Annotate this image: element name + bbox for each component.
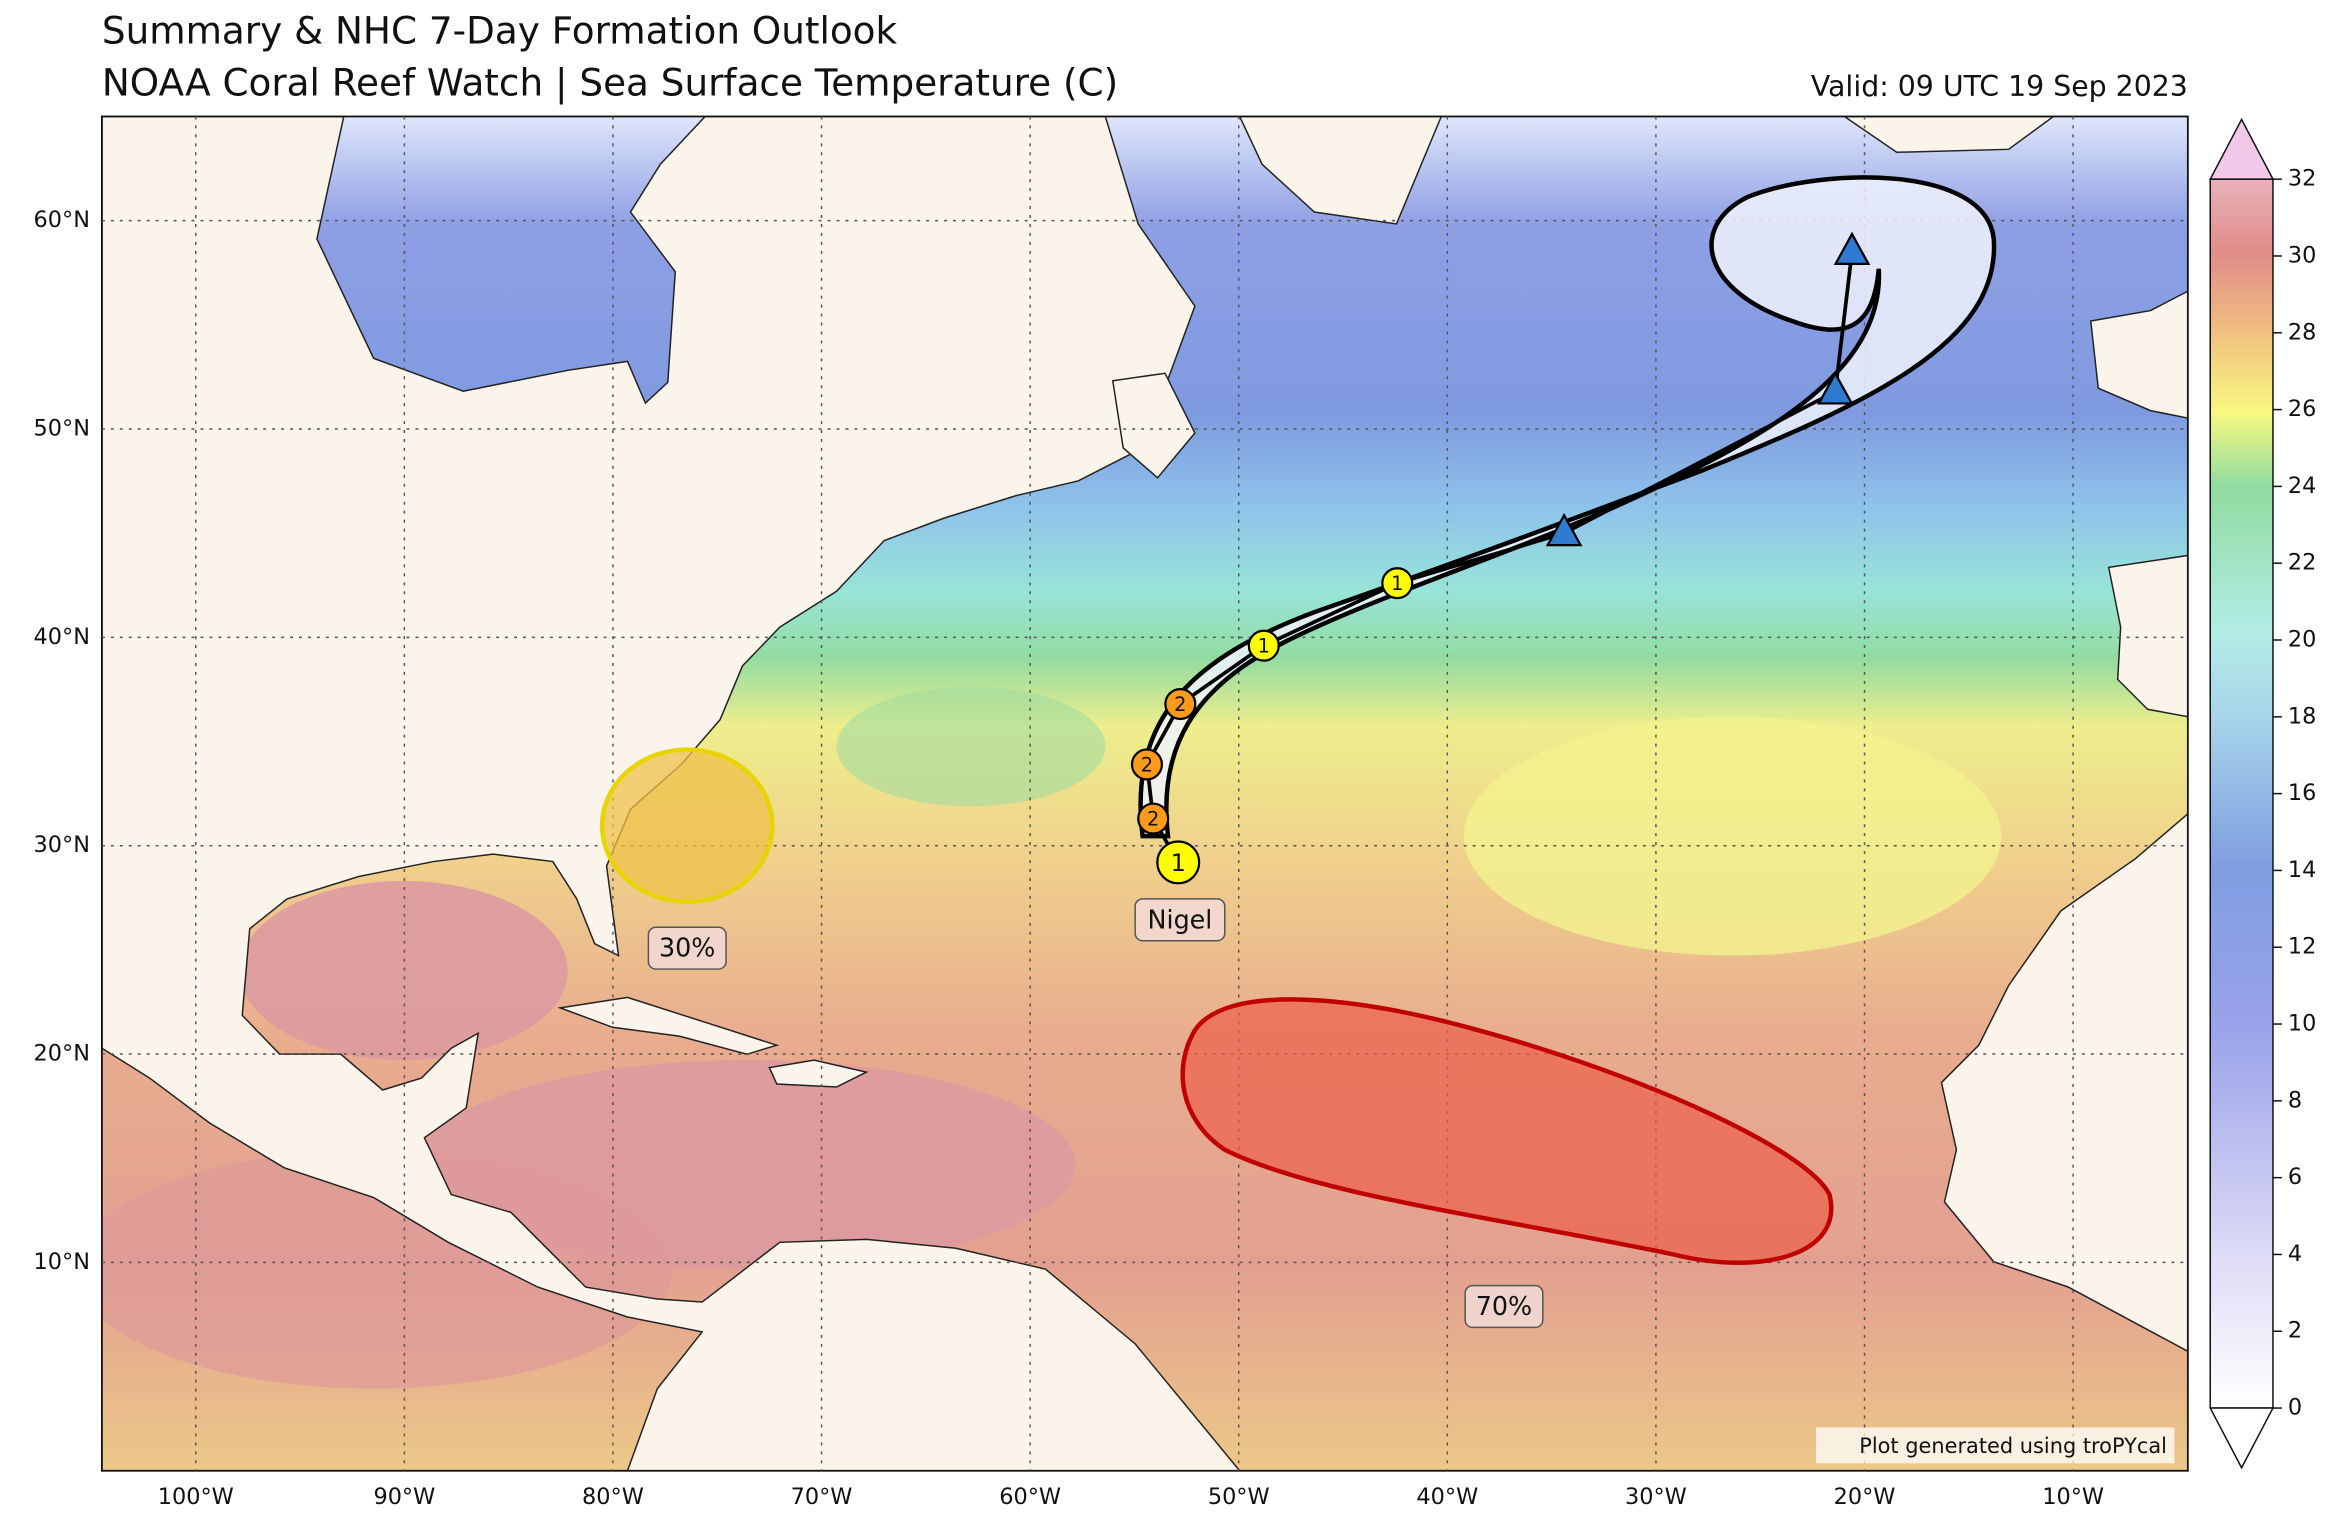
track-point: [1833, 231, 1871, 265]
y-tick-label: 30°N: [34, 832, 90, 858]
track-point: [1545, 512, 1583, 547]
colorbar-tick-label: 20: [2288, 627, 2316, 653]
y-tick-label: 20°N: [34, 1041, 90, 1067]
colorbar-tick-label: 0: [2288, 1395, 2302, 1421]
outlook-area-70: [1180, 997, 1834, 1266]
colorbar-tick-label: 4: [2288, 1241, 2302, 1267]
colorbar-tick-label: 8: [2288, 1087, 2302, 1113]
track-point: [1164, 687, 1197, 721]
x-tick-label: 100°W: [158, 1484, 234, 1510]
label-box: [647, 926, 727, 970]
outlook-label: 30%: [659, 933, 715, 963]
label-box: [1464, 1284, 1544, 1329]
track-point: [1247, 629, 1280, 662]
iceland: [1843, 116, 2055, 154]
colorbar-tick-label: 26: [2288, 396, 2316, 422]
cuba: [557, 996, 780, 1055]
credit-box: [1816, 1427, 2175, 1464]
north-america: [101, 116, 1241, 1471]
forecast-cone: [1138, 175, 1997, 839]
title: Summary & NHC 7-Day Formation Outlook: [102, 8, 898, 52]
y-tick-label: 60°N: [34, 207, 90, 233]
newfoundland: [1111, 372, 1196, 479]
track-point: [1137, 802, 1170, 835]
colorbar-extend-min: [2209, 1407, 2275, 1470]
subtitle: NOAA Coral Reef Watch | Sea Surface Temp…: [102, 61, 1118, 105]
y-tick-label: 10°N: [34, 1249, 90, 1275]
map-frame: [100, 115, 2189, 1472]
outlook-label: 70%: [1476, 1291, 1532, 1321]
intensity-label: 1: [1391, 572, 1403, 595]
colorbar-extend-max: [2209, 117, 2275, 180]
y-tick-label: 50°N: [34, 415, 90, 441]
british-isles: [2089, 290, 2188, 419]
track-point: [1130, 748, 1164, 781]
y-tick-label: 40°N: [34, 624, 90, 650]
x-tick-label: 70°W: [791, 1484, 853, 1510]
intensity-label: 1: [1258, 635, 1270, 658]
intensity-label: 2: [1141, 753, 1153, 776]
africa: [1940, 812, 2188, 1353]
colorbar-tick-label: 2: [2288, 1318, 2302, 1344]
colorbar-tick-label: 24: [2288, 473, 2316, 499]
valid-time: Valid: 09 UTC 19 Sep 2023: [1811, 70, 2188, 103]
x-tick-label: 90°W: [373, 1484, 435, 1510]
x-tick-label: 20°W: [1834, 1484, 1896, 1510]
colorbar-scale: [2209, 178, 2274, 1409]
label-box: [1134, 898, 1226, 942]
x-tick-label: 30°W: [1625, 1484, 1687, 1510]
colorbar-tick-label: 18: [2288, 703, 2316, 729]
intensity-label: 1: [1171, 849, 1186, 877]
colorbar-tick-label: 22: [2288, 550, 2316, 576]
colorbar-tick-label: 28: [2288, 319, 2316, 345]
greenland: [1238, 116, 1443, 225]
intensity-label: 2: [1174, 693, 1186, 716]
track-point: [1381, 567, 1414, 600]
intensity-label: 2: [1147, 808, 1159, 831]
colorbar-tick-label: 12: [2288, 934, 2316, 960]
x-tick-label: 80°W: [582, 1484, 644, 1510]
outlook-area-30: [599, 747, 775, 905]
x-tick-label: 60°W: [999, 1484, 1061, 1510]
x-tick-label: 50°W: [1208, 1484, 1270, 1510]
colorbar-tick-label: 32: [2288, 166, 2316, 192]
track-point: [1817, 371, 1854, 405]
colorbar-tick-label: 30: [2288, 242, 2316, 268]
storm-name: Nigel: [1148, 904, 1213, 934]
colorbar-tick-label: 6: [2288, 1164, 2302, 1190]
colorbar-tick-label: 14: [2288, 857, 2316, 883]
track-point: [1156, 840, 1201, 885]
hispaniola: [768, 1059, 869, 1088]
colorbar-tick-label: 10: [2288, 1011, 2316, 1037]
x-tick-label: 10°W: [2042, 1484, 2104, 1510]
x-tick-label: 40°W: [1416, 1484, 1478, 1510]
sst-yellow: [1463, 716, 2002, 956]
iberia: [2107, 554, 2188, 718]
sst-warm: [101, 1149, 673, 1389]
colorbar-tick-label: 16: [2288, 780, 2316, 806]
sst-warm: [239, 880, 568, 1061]
sst-green: [836, 686, 1106, 807]
credit: Plot generated using troPYcal: [1859, 1434, 2167, 1458]
